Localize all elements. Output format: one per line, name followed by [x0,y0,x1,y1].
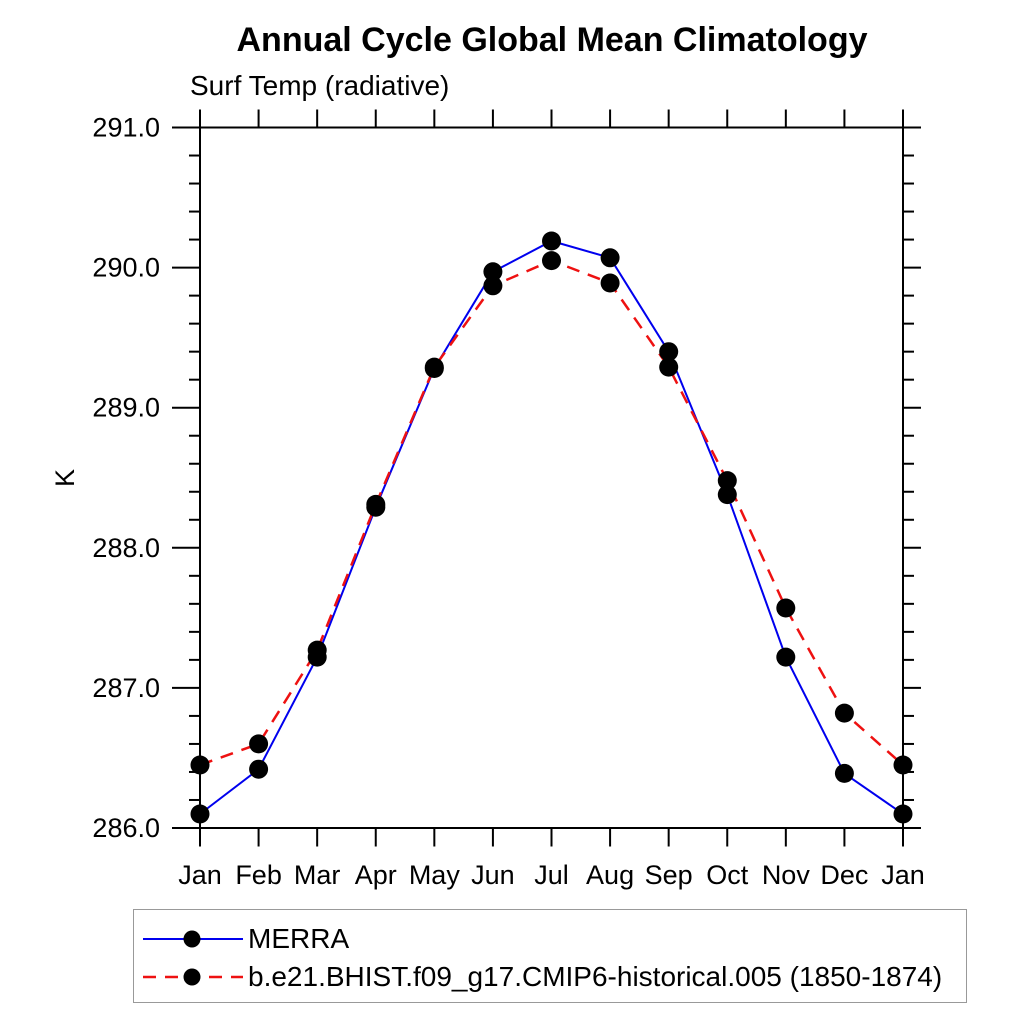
data-point-marker-0 [542,231,561,251]
data-point-marker-1 [542,251,561,271]
data-point-marker-1 [366,494,386,514]
legend-sample-marker [183,968,201,986]
plot-frame [199,126,904,829]
data-point-marker-0 [834,763,854,783]
data-point-marker-1 [776,598,796,618]
x-tick-label: Jun [471,860,515,890]
legend-sample-marker [183,930,201,948]
x-tick-label: Dec [820,860,868,890]
x-tick-label: Nov [762,860,811,890]
legend-item: b.e21.BHIST.f09_g17.CMIP6-historical.005… [142,958,966,996]
series-line-1 [199,259,904,767]
series-line-0 [199,239,904,815]
x-tick-label: Jan [178,860,222,890]
data-point-marker-0 [190,804,210,824]
x-tick-label: Feb [235,860,282,890]
data-point-marker-1 [190,755,210,775]
data-point-marker-0 [600,248,620,268]
x-tick-label: Jul [534,860,569,890]
data-point-marker-0 [776,647,796,667]
legend-label: MERRA [248,923,350,954]
data-point-marker-0 [893,804,913,824]
y-tick-label: 286.0 [92,813,160,843]
x-tick-label: Mar [294,860,341,890]
legend-item: MERRA [142,920,966,958]
data-point-marker-1 [834,703,854,723]
x-tick-label: Sep [645,860,693,890]
legend-label: b.e21.BHIST.f09_g17.CMIP6-historical.005… [248,961,943,992]
x-tick-label: May [409,860,461,890]
data-point-marker-1 [307,640,327,660]
y-tick-label: 290.0 [92,253,160,283]
data-point-marker-1 [659,357,679,377]
y-tick-label: 287.0 [92,673,160,703]
data-point-marker-1 [717,471,737,491]
data-point-marker-0 [659,342,679,362]
data-point-marker-0 [717,485,737,505]
chart-title: Annual Cycle Global Mean Climatology [236,21,868,59]
data-point-marker-1 [893,755,913,775]
data-point-marker-1 [424,357,444,377]
x-tick-label: Oct [706,860,749,890]
legend-line-sample [143,968,243,986]
legend-line-sample [143,930,243,948]
data-point-marker-0 [483,262,503,282]
data-point-marker-1 [249,734,269,754]
x-tick-label: Apr [355,860,397,890]
chart-subtitle: Surf Temp (radiative) [190,70,450,101]
legend: MERRA b.e21.BHIST.f09_g17.CMIP6-historica… [133,909,967,1003]
x-tick-label: Aug [586,860,634,890]
data-point-marker-0 [249,759,269,779]
x-tick-label: Jan [881,860,925,890]
y-tick-label: 291.0 [92,113,160,143]
y-tick-label: 288.0 [92,533,160,563]
data-point-marker-1 [600,273,620,293]
data-point-marker-1 [483,276,503,296]
y-tick-label: 289.0 [92,393,160,423]
